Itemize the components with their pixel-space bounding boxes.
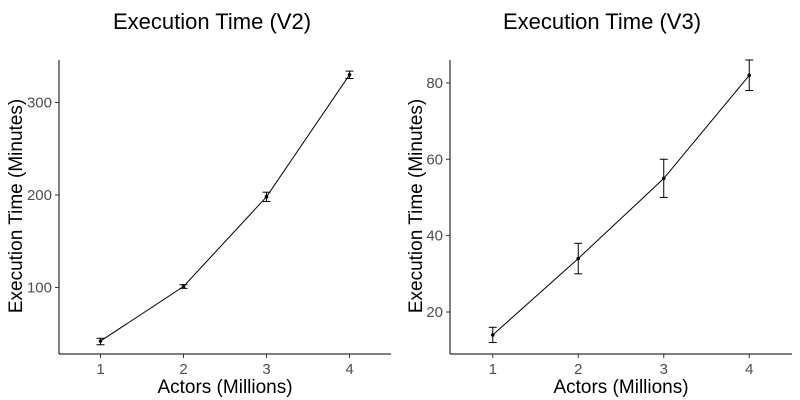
x-axis-title: Actors (Millions) <box>553 377 688 398</box>
data-point <box>347 72 352 77</box>
x-tick-label: 4 <box>345 361 353 378</box>
data-point <box>576 256 581 261</box>
x-tick-label: 2 <box>574 361 582 378</box>
y-tick-label: 100 <box>27 279 52 296</box>
y-axis-title: Execution Time (Minutes) <box>406 99 427 313</box>
y-tick-label: 20 <box>426 304 443 321</box>
y-axis-title: Execution Time (Minutes) <box>6 99 27 313</box>
series-line <box>492 74 750 336</box>
data-point <box>490 333 495 337</box>
series-line <box>100 74 350 342</box>
data-point <box>98 339 103 343</box>
y-tick-label: 200 <box>27 187 52 204</box>
x-tick-label: 1 <box>489 361 497 378</box>
chart-title: Execution Time (V2) <box>113 9 311 34</box>
x-tick-label: 3 <box>660 361 668 378</box>
y-tick-label: 60 <box>426 151 443 168</box>
x-tick-label: 1 <box>96 361 104 378</box>
x-tick-label: 4 <box>745 361 753 378</box>
data-point <box>264 195 269 199</box>
axis-ticks: 1 2 3 4 100 200 300 <box>27 95 354 378</box>
y-tick-label: 80 <box>426 75 443 92</box>
chart-panel-v3: Execution Time (V3) Actors (Millions) Ex… <box>406 9 792 398</box>
data-marks <box>488 59 754 344</box>
chart-title: Execution Time (V3) <box>503 9 701 34</box>
chart-panel-v2: Execution Time (V2) Actors (Millions) Ex… <box>6 9 391 398</box>
data-point <box>747 73 752 78</box>
data-point <box>661 176 666 181</box>
data-marks <box>96 70 354 346</box>
y-tick-label: 300 <box>27 95 52 112</box>
y-tick-label: 40 <box>426 228 443 245</box>
axis-ticks: 1 2 3 4 20 40 60 80 <box>426 75 753 378</box>
x-tick-label: 2 <box>179 361 187 378</box>
x-tick-label: 3 <box>262 361 270 378</box>
data-point <box>181 284 186 289</box>
x-axis-title: Actors (Millions) <box>157 377 292 398</box>
